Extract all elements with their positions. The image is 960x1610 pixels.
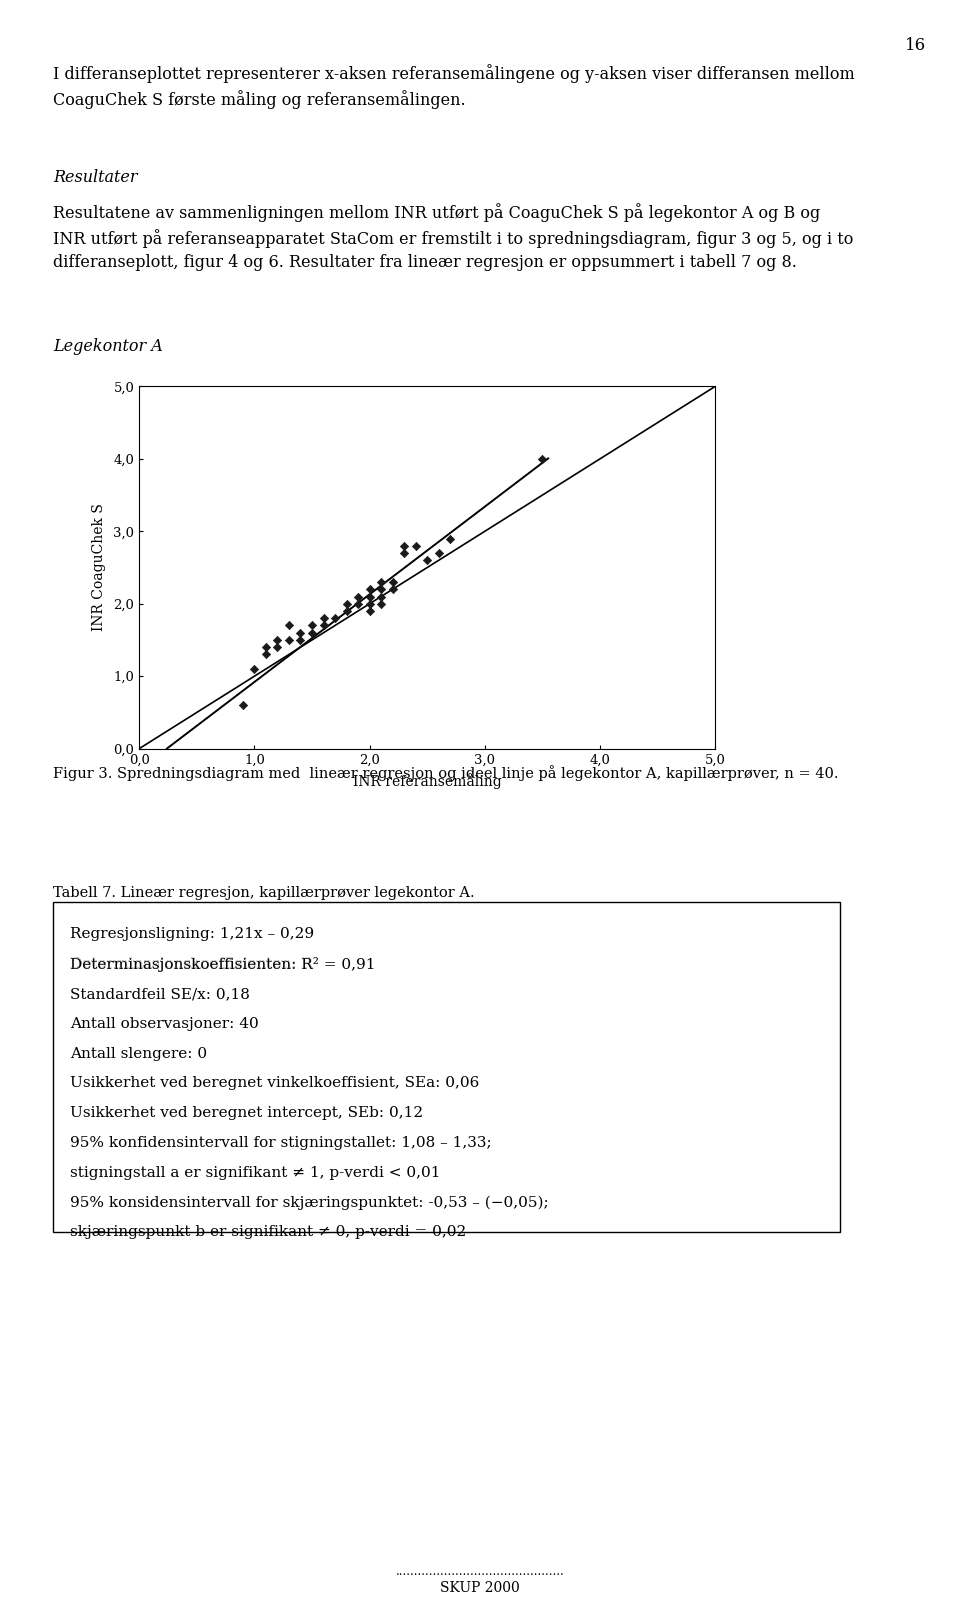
Text: Antall observasjoner: 40: Antall observasjoner: 40 [70, 1018, 259, 1030]
Point [408, 533, 423, 559]
Point [293, 620, 308, 646]
Point [281, 628, 297, 654]
Point [420, 547, 435, 573]
Y-axis label: INR CoaguChek S: INR CoaguChek S [92, 504, 107, 631]
Point [247, 657, 262, 683]
Point [316, 613, 331, 639]
Point [535, 446, 550, 472]
Text: Regresjonsligning: 1,21x – 0,29: Regresjonsligning: 1,21x – 0,29 [70, 927, 314, 942]
Text: Figur 3. Spredningsdiagram med  lineær regresjon og ideel linje på legekontor A,: Figur 3. Spredningsdiagram med lineær re… [53, 765, 838, 781]
X-axis label: INR referansemåling: INR referansemåling [353, 773, 501, 789]
Point [258, 642, 274, 668]
Text: stigningstall a er signifikant ≠ 1, p-verdi < 0,01: stigningstall a er signifikant ≠ 1, p-ve… [70, 1166, 441, 1180]
Point [316, 605, 331, 631]
Text: 16: 16 [905, 37, 926, 55]
Text: INR utført på referanseapparatet StaCom er fremstilt i to spredningsdiagram, fig: INR utført på referanseapparatet StaCom … [53, 229, 853, 248]
Point [431, 541, 446, 567]
Point [270, 634, 285, 660]
Point [385, 570, 400, 596]
Text: skjæringspunkt b er signifikant ≠ 0, p-verdi = 0,02: skjæringspunkt b er signifikant ≠ 0, p-v… [70, 1225, 467, 1240]
Point [350, 584, 366, 610]
Point [350, 591, 366, 617]
Point [235, 692, 251, 718]
Text: Resultatene av sammenligningen mellom INR utført på CoaguChek S på legekontor A : Resultatene av sammenligningen mellom IN… [53, 203, 820, 222]
Point [304, 620, 320, 646]
Text: Usikkerhet ved beregnet intercept, SEb: 0,12: Usikkerhet ved beregnet intercept, SEb: … [70, 1106, 423, 1121]
Point [304, 613, 320, 639]
Point [258, 634, 274, 660]
Point [362, 584, 377, 610]
Text: Determinasjonskoeffisienten: R: Determinasjonskoeffisienten: R [70, 958, 313, 971]
Point [281, 613, 297, 639]
Point [339, 599, 354, 625]
Point [373, 584, 389, 610]
Point [362, 576, 377, 602]
Text: 95% konsidensintervall for skjæringspunktet: -0,53 – (−0,05);: 95% konsidensintervall for skjæringspunk… [70, 1195, 549, 1209]
Text: Legekontor A: Legekontor A [53, 338, 162, 356]
Text: Determinasjonskoeffisienten: R2 = 0,91: Determinasjonskoeffisienten: R2 = 0,91 [70, 958, 379, 971]
Point [385, 576, 400, 602]
Text: Usikkerhet ved beregnet vinkelkoeffisient, SEa: 0,06: Usikkerhet ved beregnet vinkelkoeffisien… [70, 1077, 479, 1090]
Point [270, 628, 285, 654]
Text: Determinasjonskoeffisienten: R² = 0,91: Determinasjonskoeffisienten: R² = 0,91 [70, 958, 375, 972]
Point [373, 591, 389, 617]
Point [293, 628, 308, 654]
Text: differanseplott, figur 4 og 6. Resultater fra lineær regresjon er oppsummert i t: differanseplott, figur 4 og 6. Resultate… [53, 254, 797, 272]
Point [373, 570, 389, 596]
Point [373, 576, 389, 602]
Point [396, 533, 412, 559]
Text: SKUP 2000: SKUP 2000 [440, 1581, 520, 1596]
Point [327, 605, 343, 631]
Text: Tabell 7. Lineær regresjon, kapillærprøver legekontor A.: Tabell 7. Lineær regresjon, kapillærprøv… [53, 886, 474, 900]
Point [339, 591, 354, 617]
Text: Standardfeil SE/x: 0,18: Standardfeil SE/x: 0,18 [70, 987, 250, 1001]
Text: I differanseplottet representerer x-aksen referansemålingene og y-aksen viser di: I differanseplottet representerer x-akse… [53, 64, 854, 84]
Point [396, 541, 412, 567]
Point [362, 599, 377, 625]
Text: Antall slengere: 0: Antall slengere: 0 [70, 1046, 207, 1061]
Text: 95% konfidensintervall for stigningstallet: 1,08 – 1,33;: 95% konfidensintervall for stigningstall… [70, 1137, 492, 1150]
Point [362, 591, 377, 617]
Text: .............................................: ........................................… [396, 1565, 564, 1578]
Point [443, 525, 458, 551]
Text: Resultater: Resultater [53, 169, 137, 187]
Text: CoaguChek S første måling og referansemålingen.: CoaguChek S første måling og referansemå… [53, 90, 466, 109]
